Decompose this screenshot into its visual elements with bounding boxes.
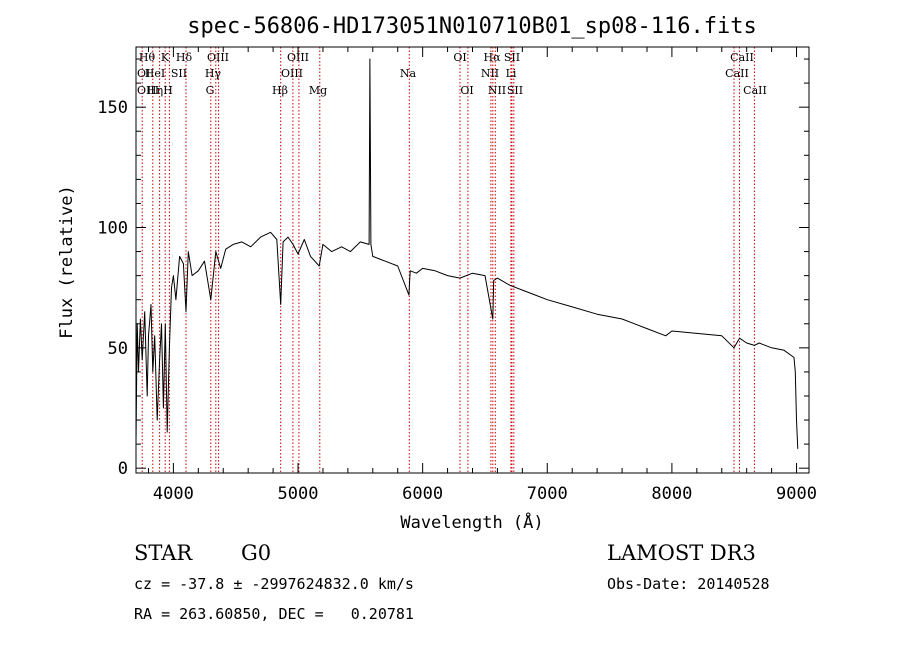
label-oi-6363: OI (460, 84, 473, 97)
label-hbeta: Hβ (272, 84, 288, 97)
label-oiii-b: OIII (287, 51, 309, 64)
y-tick-label: 150 (97, 98, 128, 118)
y-tick-label: 0 (118, 459, 128, 479)
label-nii-b: NII (488, 84, 506, 97)
x-tick-label: 5000 (278, 484, 319, 504)
x-tick-label: 6000 (402, 484, 443, 504)
x-tick-label: 4000 (153, 484, 194, 504)
x-ticks: 4000 5000 6000 7000 8000 9000 (147, 47, 817, 504)
label-hdelta: Hδ (176, 51, 193, 64)
y-ticks: 0 50 100 150 (97, 58, 809, 479)
label-caii-a: CaII (730, 51, 754, 64)
label-sii-blue: SII (171, 67, 187, 80)
spectrum-line (135, 58, 799, 449)
cz-value: cz = -37.8 ± -2997624832.0 km/s (134, 575, 414, 593)
survey-name: LAMOST DR3 (607, 541, 756, 565)
label-oi-6300: OI (453, 51, 466, 64)
label-mg: Mg (309, 84, 327, 97)
label-caii-c: CaII (743, 84, 767, 97)
line-labels: Hθ K Hδ OIII OIII OI HeI SII Hγ OIII OII… (137, 51, 767, 97)
x-tick-label: 7000 (527, 484, 568, 504)
label-g: G (206, 84, 215, 97)
label-oiii-c: OIII (281, 67, 303, 80)
plot-frame (135, 46, 810, 474)
x-tick-label: 8000 (651, 484, 692, 504)
label-hei: HeI (145, 67, 165, 80)
label-oi-row2: OI (137, 67, 150, 80)
label-nii-a: NII (481, 67, 499, 80)
label-oiii-hep: OIII (137, 84, 159, 97)
label-sii-a: SII (504, 51, 520, 64)
label-oiii-a: OIII (207, 51, 229, 64)
line-markers (141, 47, 755, 473)
x-axis-label: Wavelength (Å) (400, 511, 543, 533)
label-caii-b: CaII (725, 67, 749, 80)
object-subclass: G0 (241, 541, 271, 565)
y-axis-label: Flux (relative) (57, 185, 77, 339)
label-h: H (163, 84, 173, 97)
object-type: STAR (134, 541, 193, 565)
label-heta: Hη (147, 84, 163, 97)
label-li: Li (506, 67, 517, 80)
label-sii-b: SII (507, 84, 523, 97)
y-tick-label: 100 (97, 219, 128, 239)
label-hgamma: Hγ (205, 67, 222, 80)
spectrum-series (135, 58, 799, 449)
label-k: K (161, 51, 170, 64)
obs-date: Obs-Date: 20140528 (607, 575, 770, 593)
label-na: Na (400, 67, 417, 80)
label-halpha: Hα (483, 51, 501, 64)
y-tick-label: 50 (108, 339, 128, 359)
label-htheta: Hθ (139, 51, 156, 64)
ra-dec: RA = 263.60850, DEC = 0.20781 (134, 605, 414, 623)
x-tick-label: 9000 (776, 484, 817, 504)
chart-title: spec-56806-HD173051N010710B01_sp08-116.f… (187, 14, 757, 39)
